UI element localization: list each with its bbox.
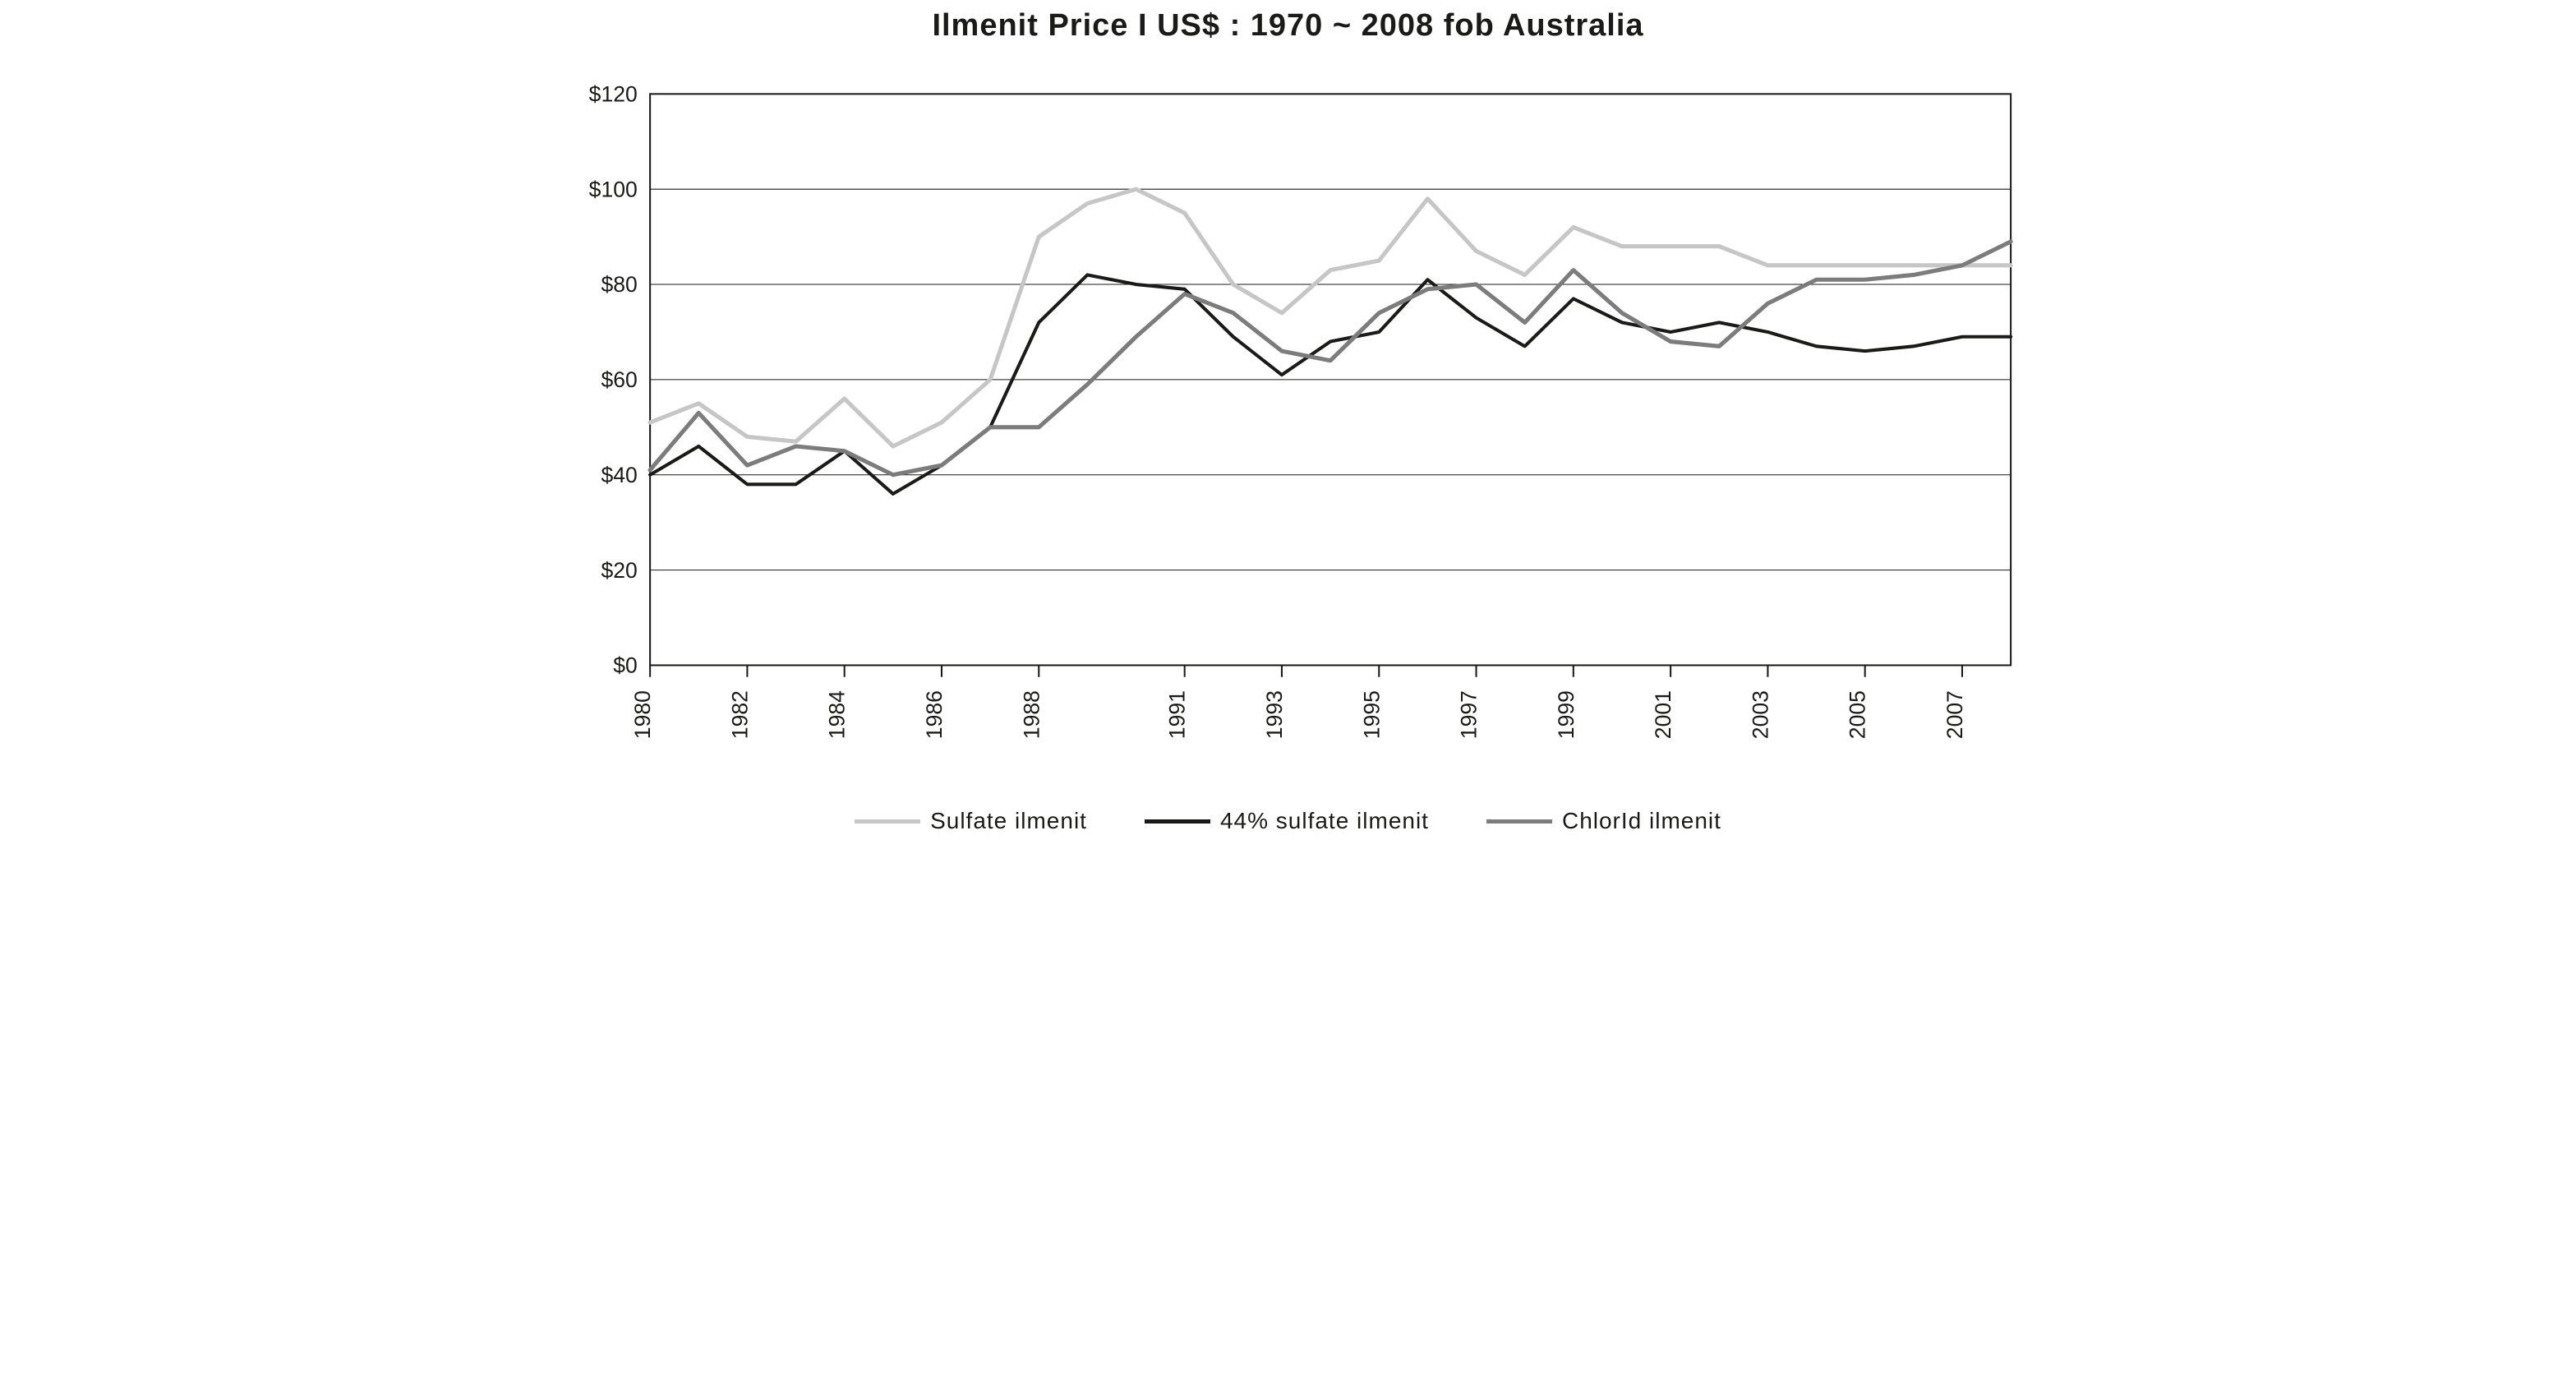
legend-label-1: 44% sulfate ilmenit xyxy=(1220,808,1429,834)
x-tick-label: 2007 xyxy=(1942,690,1966,739)
legend: Sulfate ilmenit 44% sulfate ilmenit ChlorI… xyxy=(532,808,2044,834)
x-tick-label: 1986 xyxy=(921,690,946,739)
x-tick-label: 1984 xyxy=(824,690,849,739)
y-tick-label: $80 xyxy=(601,272,637,297)
legend-label-2: ChlorId ilmenit xyxy=(1562,808,1721,834)
legend-swatch-2 xyxy=(1486,819,1552,824)
x-tick-label: 1993 xyxy=(1261,690,1286,739)
series-line-0 xyxy=(650,189,2011,446)
x-tick-label: 2005 xyxy=(1845,690,1869,739)
x-tick-label: 1995 xyxy=(1359,690,1384,739)
y-tick-label: $100 xyxy=(588,177,637,201)
x-tick-label: 1982 xyxy=(727,690,752,739)
y-tick-label: $20 xyxy=(601,558,637,583)
x-tick-label: 2001 xyxy=(1651,690,1675,739)
chart-title: Ilmenit Price I US$ : 1970 ~ 2008 fob Au… xyxy=(532,8,2044,44)
y-tick-label: $0 xyxy=(613,653,638,678)
x-tick-label: 1999 xyxy=(1553,690,1578,739)
chart-plot: $0 $20 $40 $60 $80 $100 $120 1980 1982 1984 1986 19… xyxy=(532,44,2044,800)
legend-swatch-0 xyxy=(855,819,920,824)
y-tick-label: $60 xyxy=(601,367,637,392)
y-tick-label: $40 xyxy=(601,463,637,487)
x-tick-label: 2003 xyxy=(1748,690,1772,739)
series-line-1 xyxy=(650,275,2011,493)
y-tick-label: $120 xyxy=(588,82,637,107)
x-tick-label: 1980 xyxy=(630,690,655,739)
legend-label-0: Sulfate ilmenit xyxy=(930,808,1087,834)
legend-item-1: 44% sulfate ilmenit xyxy=(1145,808,1429,834)
x-tick-label: 1991 xyxy=(1164,690,1189,739)
legend-item-0: Sulfate ilmenit xyxy=(855,808,1087,834)
legend-swatch-1 xyxy=(1145,819,1210,824)
x-tick-label: 1988 xyxy=(1019,690,1044,739)
legend-item-2: ChlorId ilmenit xyxy=(1486,808,1721,834)
x-tick-label: 1997 xyxy=(1456,690,1481,739)
series-line-2 xyxy=(650,242,2011,475)
